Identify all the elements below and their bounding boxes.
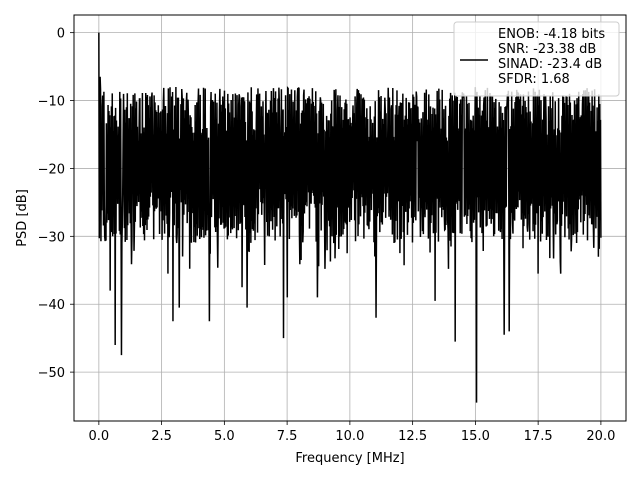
x-tick-label: 15.0 <box>461 429 490 444</box>
x-tick-label: 20.0 <box>586 429 615 444</box>
series-line <box>98 32 602 403</box>
y-axis-label: PSD [dB] <box>15 189 30 247</box>
y-tick-label: −10 <box>38 95 65 110</box>
x-tick-label: 12.5 <box>398 429 427 444</box>
y-tick-label: −50 <box>38 366 65 381</box>
y-tick-label: −30 <box>38 230 65 245</box>
y-tick-label: 0 <box>57 27 65 42</box>
x-tick-label: 10.0 <box>335 429 364 444</box>
legend-entry: ENOB: -4.18 bits SNR: -23.38 dB SINAD: -23… <box>498 27 605 87</box>
legend-box <box>453 21 620 97</box>
x-axis-label: Frequency [MHz] <box>295 451 404 466</box>
x-tick-label: 17.5 <box>524 429 553 444</box>
x-axis-ticks: 0.0 2.5 5.0 7.5 10.0 12.5 15.0 17.5 20.0 <box>89 421 615 444</box>
y-tick-label: −20 <box>38 162 65 177</box>
x-tick-label: 0.0 <box>89 429 110 444</box>
y-tick-label: −40 <box>38 298 65 313</box>
legend: ENOB: -4.18 bits SNR: -23.38 dB SINAD: -23… <box>453 21 620 97</box>
x-tick-label: 5.0 <box>214 429 235 444</box>
x-tick-label: 2.5 <box>151 429 172 444</box>
y-axis-ticks: 0 −10 −20 −30 −40 −50 <box>38 27 74 381</box>
x-tick-label: 7.5 <box>277 429 298 444</box>
